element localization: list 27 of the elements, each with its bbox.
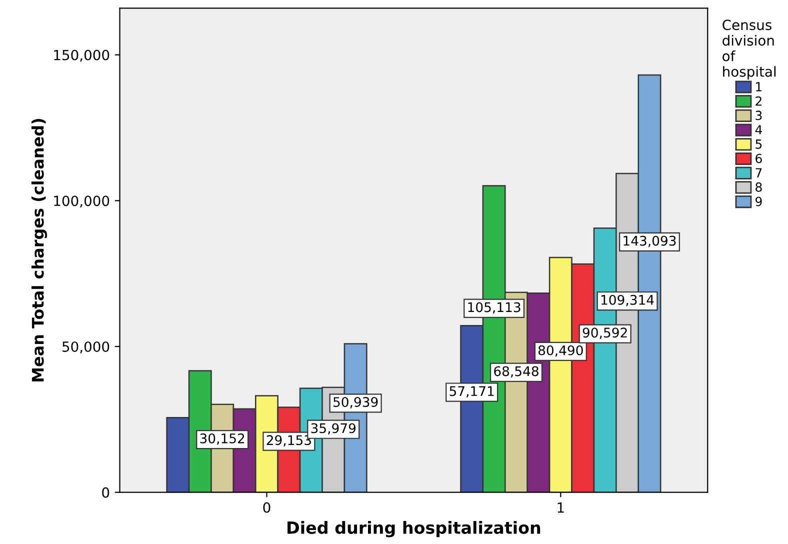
y-tick-label: 100,000	[54, 196, 110, 208]
x-axis-title: Died during hospitalization	[288, 521, 540, 538]
legend-label: 3	[756, 110, 762, 120]
data-label: 80,490	[538, 345, 583, 357]
legend-label: 5	[756, 140, 762, 149]
data-label: 57,171	[450, 386, 494, 398]
y-tick-label: 0	[102, 487, 110, 498]
data-label: 29,153	[266, 435, 311, 446]
data-label: 35,979	[311, 423, 356, 435]
data-label: 68,548	[494, 366, 538, 378]
data-label: 105,113	[468, 302, 520, 314]
data-label: 50,939	[334, 397, 378, 408]
y-tick-label: 50,000	[62, 341, 110, 354]
y-tick-label: 150,000	[54, 50, 110, 62]
data-label: 143,093	[624, 236, 676, 248]
legend-label: 6	[756, 154, 762, 164]
legend-label: 9	[756, 196, 762, 206]
data-label: 109,314	[601, 294, 654, 306]
legend-title: Census division of hospital	[722, 20, 776, 80]
legend-label: 4	[755, 125, 762, 134]
data-label: 30,152	[200, 433, 244, 445]
data-label: 90,592	[582, 328, 627, 339]
legend-label: 7	[756, 168, 762, 178]
legend-label: 2	[756, 96, 762, 106]
legend-label: 1	[756, 82, 762, 92]
legend-label: 8	[756, 182, 762, 192]
y-axis-title: Mean Total charges (cleaned)	[31, 118, 48, 382]
